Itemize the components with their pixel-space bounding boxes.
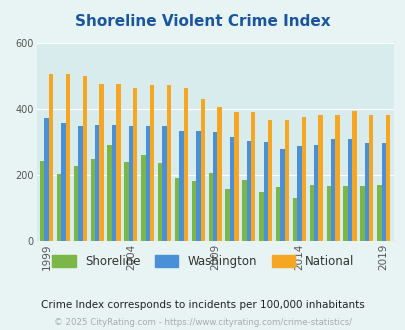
Bar [95, 125, 99, 241]
Bar [368, 115, 373, 241]
Bar [128, 126, 133, 241]
Bar [82, 76, 87, 241]
Bar [381, 143, 385, 241]
Bar [296, 146, 301, 241]
Bar [246, 141, 250, 241]
Bar [124, 162, 128, 241]
Bar [99, 84, 104, 241]
Bar [158, 163, 162, 241]
Bar [376, 185, 381, 241]
Bar [116, 84, 120, 241]
Bar [234, 112, 238, 241]
Bar [335, 115, 339, 241]
Bar [242, 180, 246, 241]
Bar [359, 186, 364, 241]
Bar [326, 186, 330, 241]
Bar [49, 74, 53, 241]
Bar [280, 149, 284, 241]
Bar [217, 107, 221, 241]
Bar [263, 142, 267, 241]
Bar [258, 192, 263, 241]
Bar [45, 118, 49, 241]
Bar [351, 111, 356, 241]
Bar [229, 137, 234, 241]
Bar [162, 126, 166, 241]
Bar [112, 125, 116, 241]
Bar [284, 120, 288, 241]
Bar [66, 74, 70, 241]
Bar [40, 161, 45, 241]
Bar [74, 166, 78, 241]
Bar [141, 155, 145, 241]
Bar [213, 132, 217, 241]
Bar [250, 112, 255, 241]
Bar [330, 139, 335, 241]
Bar [191, 181, 196, 241]
Bar [61, 123, 66, 241]
Bar [200, 99, 205, 241]
Bar [133, 88, 137, 241]
Text: Shoreline Violent Crime Index: Shoreline Violent Crime Index [75, 14, 330, 29]
Bar [309, 185, 313, 241]
Bar [196, 131, 200, 241]
Bar [166, 85, 171, 241]
Bar [343, 186, 347, 241]
Text: Crime Index corresponds to incidents per 100,000 inhabitants: Crime Index corresponds to incidents per… [41, 300, 364, 310]
Bar [208, 173, 213, 241]
Bar [145, 126, 149, 241]
Bar [107, 145, 112, 241]
Bar [183, 88, 188, 241]
Bar [78, 126, 82, 241]
Bar [292, 198, 296, 241]
Bar [175, 178, 179, 241]
Bar [364, 143, 368, 241]
Bar [225, 189, 229, 241]
Bar [90, 159, 95, 241]
Bar [385, 115, 389, 241]
Bar [318, 115, 322, 241]
Bar [179, 131, 183, 241]
Bar [347, 139, 351, 241]
Legend: Shoreline, Washington, National: Shoreline, Washington, National [47, 250, 358, 273]
Bar [149, 85, 154, 241]
Bar [301, 117, 305, 241]
Bar [275, 187, 280, 241]
Bar [57, 174, 61, 241]
Bar [267, 120, 272, 241]
Text: © 2025 CityRating.com - https://www.cityrating.com/crime-statistics/: © 2025 CityRating.com - https://www.city… [54, 318, 351, 327]
Bar [313, 145, 318, 241]
